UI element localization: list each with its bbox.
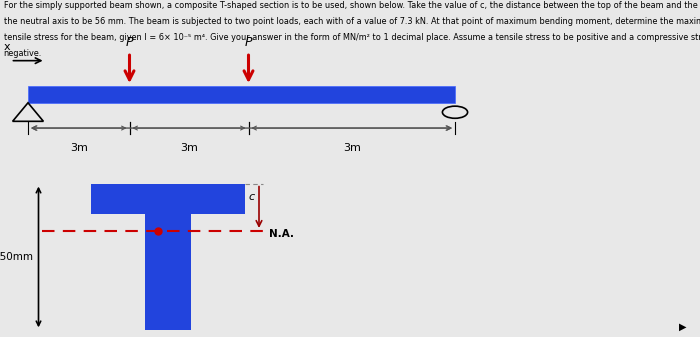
Text: 3m: 3m	[343, 143, 360, 153]
Text: x: x	[4, 42, 10, 52]
Bar	[28, 86, 455, 103]
Text: P: P	[245, 36, 252, 49]
Text: $\blacktriangleright$: $\blacktriangleright$	[677, 321, 688, 333]
Text: P: P	[126, 36, 133, 49]
Text: 3m: 3m	[180, 143, 198, 153]
Text: 350mm: 350mm	[0, 252, 33, 262]
Text: 3m: 3m	[70, 143, 88, 153]
Bar	[91, 184, 245, 214]
Bar	[146, 214, 190, 330]
Text: negative.: negative.	[4, 49, 42, 58]
Text: c: c	[248, 192, 255, 202]
Text: N.A.: N.A.	[270, 229, 295, 239]
Text: tensile stress for the beam, given I = 6× 10⁻⁵ m⁴. Give your answer in the form : tensile stress for the beam, given I = 6…	[4, 33, 700, 42]
Text: For the simply supported beam shown, a composite T-shaped section is to be used,: For the simply supported beam shown, a c…	[4, 1, 700, 10]
Text: the neutral axis to be 56 mm. The beam is subjected to two point loads, each wit: the neutral axis to be 56 mm. The beam i…	[4, 17, 700, 26]
